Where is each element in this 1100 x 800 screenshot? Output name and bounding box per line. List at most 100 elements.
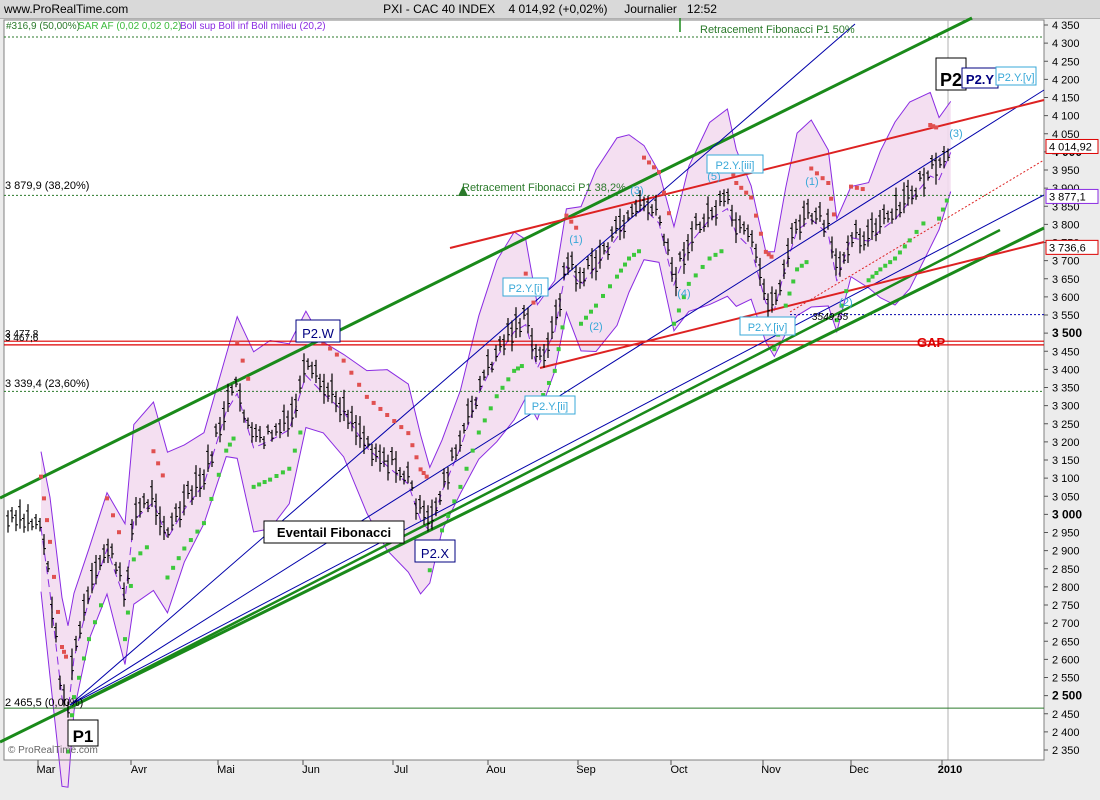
sar-dot — [240, 358, 245, 363]
wave-label-w5: (5) — [707, 171, 720, 183]
sar-dot — [642, 155, 646, 160]
fib-fan-line-1 — [69, 23, 856, 706]
sar-dot — [787, 291, 792, 296]
y-tick-label: 4 250 — [1052, 56, 1080, 68]
p2yiv-label: P2.Y.[iv] — [748, 322, 788, 334]
sar-dot — [907, 238, 912, 243]
wave-label-w4: (4) — [677, 288, 690, 300]
p2w-label-box — [295, 319, 341, 343]
fib-arrow-icon — [458, 186, 468, 196]
sar-dot — [783, 303, 788, 308]
sar-dot — [772, 347, 777, 352]
sar-dot — [820, 176, 825, 181]
sar-dot — [341, 358, 346, 363]
x-tick-label: Nov — [761, 764, 781, 776]
green-channel-upper — [0, 16, 973, 500]
sar-dot — [671, 321, 676, 326]
sar-dot — [128, 583, 133, 588]
sar-dot — [749, 195, 754, 200]
y-tick-label: 3 300 — [1052, 401, 1080, 413]
sar-dot — [623, 262, 627, 267]
sar-dot — [144, 545, 149, 550]
y-tick-label: 4 150 — [1052, 93, 1080, 105]
price-tag-box — [1045, 138, 1099, 154]
red-trend-dotted — [789, 159, 1045, 313]
sar-dot — [138, 551, 143, 556]
wave-label-w2b: (2) — [839, 297, 852, 309]
p2yv-label-box — [995, 66, 1037, 86]
y-tick-label: 2 550 — [1052, 673, 1080, 685]
price-tag-label: 4 014,92 — [1049, 141, 1092, 153]
sar-dot — [274, 474, 279, 478]
sar-dot — [564, 213, 569, 218]
sar-dot — [364, 394, 369, 399]
sar-dot — [937, 216, 942, 221]
sar-dot — [652, 165, 656, 170]
sar-dot — [470, 448, 475, 453]
bollinger-upper — [40, 91, 952, 626]
sar-dot — [874, 271, 879, 275]
y-tick-label: 2 650 — [1052, 636, 1080, 648]
y-tick-label: 3 050 — [1052, 491, 1080, 503]
sar-dot — [56, 609, 60, 614]
x-tick-label: Mai — [217, 764, 235, 776]
sar-dot — [72, 695, 76, 700]
sar-dot — [410, 443, 415, 448]
sar-dot — [385, 413, 390, 417]
sar-dot — [940, 207, 945, 212]
sar-dot — [399, 425, 404, 430]
sar-dot — [552, 368, 557, 373]
sar-dot — [839, 303, 844, 308]
sar-dot — [693, 273, 698, 278]
sar-dot — [888, 260, 893, 265]
sar-dot — [844, 289, 849, 294]
sar-dot — [707, 256, 712, 261]
sar-dot — [82, 656, 86, 661]
bollinger-lower — [40, 191, 952, 788]
y-tick-label: 3 850 — [1052, 201, 1080, 213]
p2x-label: P2.X — [421, 546, 450, 561]
x-tick-label: Mar — [37, 764, 56, 776]
sar-dot — [357, 382, 362, 387]
sar-dot — [42, 496, 46, 501]
sar-dot — [584, 315, 588, 320]
p2x-label-box — [414, 539, 456, 563]
sar-dot — [814, 171, 819, 176]
sar-dot — [111, 513, 115, 518]
p2yi-label: P2.Y.[i] — [508, 283, 542, 295]
sar-dot — [99, 603, 103, 608]
sar-dot — [744, 190, 749, 195]
sar-dot — [287, 466, 292, 471]
sar-dot — [878, 267, 883, 272]
sar-dot — [560, 325, 565, 330]
sar-dot — [452, 499, 457, 504]
p2yii-label: P2.Y.[ii] — [532, 401, 569, 413]
sar-dot — [246, 376, 251, 381]
sar-dot — [131, 557, 136, 562]
sar-dot — [594, 303, 598, 308]
sar-dot — [934, 125, 939, 130]
sar-dot — [666, 211, 671, 216]
x-tick-label: Avr — [131, 764, 148, 776]
y-tick-label: 3 250 — [1052, 419, 1080, 431]
y-tick-label: 2 700 — [1052, 618, 1080, 630]
y-tick-label: 2 900 — [1052, 546, 1080, 558]
sar-dot — [48, 539, 52, 544]
fib-100-label: Retracement Fibonacci P1 50% — [700, 24, 855, 36]
sar-dot — [334, 352, 339, 357]
sar-dot — [804, 260, 809, 265]
sar-dot — [60, 645, 64, 649]
sar-dot — [758, 231, 763, 236]
sar-dot — [739, 185, 744, 190]
sar-dot — [637, 249, 641, 254]
p2-label: P2 — [940, 70, 962, 90]
sar-dot — [615, 274, 619, 279]
sar-dot — [647, 160, 651, 165]
y-tick-label: 2 500 — [1052, 689, 1082, 703]
price-tag-label: 3 877,1 — [1049, 191, 1086, 203]
sar-dot — [280, 470, 285, 475]
sar-dot — [292, 448, 297, 453]
sar-dot — [531, 300, 536, 305]
y-tick-label: 3 700 — [1052, 256, 1080, 268]
sar-dot — [579, 321, 583, 326]
